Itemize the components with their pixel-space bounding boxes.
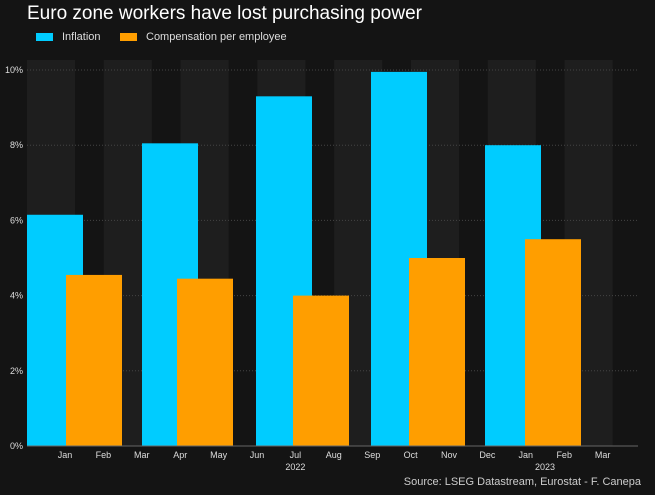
y-tick-label: 10% [5, 65, 23, 75]
x-tick-label: Jan [519, 450, 534, 460]
y-tick-label: 8% [10, 140, 23, 150]
year-label: 2023 [535, 462, 555, 472]
legend-swatch-compensation [120, 33, 137, 41]
x-tick-label: Nov [441, 450, 458, 460]
y-tick-label: 6% [10, 215, 23, 225]
x-tick-label: Feb [96, 450, 112, 460]
legend-swatch-inflation [36, 33, 53, 41]
x-tick-label: Jun [250, 450, 265, 460]
legend-item-inflation: Inflation [36, 31, 101, 43]
chart-title: Euro zone workers have lost purchasing p… [27, 3, 422, 24]
bar-compensation [525, 239, 581, 446]
legend-label: Inflation [62, 31, 101, 43]
y-tick-label: 2% [10, 366, 23, 376]
y-tick-label: 4% [10, 291, 23, 301]
bar-compensation [66, 274, 122, 446]
x-tick-label: Mar [134, 450, 150, 460]
year-label: 2022 [285, 462, 305, 472]
y-tick-label: 0% [10, 441, 23, 451]
x-tick-label: Mar [595, 450, 611, 460]
bar-compensation [409, 258, 465, 446]
x-tick-label: Sep [364, 450, 380, 460]
bar-compensation [293, 295, 349, 446]
x-tick-label: May [210, 450, 228, 460]
legend-item-compensation: Compensation per employee [120, 31, 287, 43]
x-tick-label: Jul [290, 450, 302, 460]
x-tick-label: Dec [479, 450, 496, 460]
x-tick-label: Jan [58, 450, 73, 460]
x-tick-label: Oct [404, 450, 419, 460]
x-tick-label: Apr [173, 450, 187, 460]
legend-label: Compensation per employee [146, 31, 287, 43]
x-tick-label: Feb [556, 450, 572, 460]
x-tick-label: Aug [326, 450, 342, 460]
source-note: Source: LSEG Datastream, Eurostat - F. C… [403, 476, 641, 488]
bar-compensation [177, 278, 233, 446]
